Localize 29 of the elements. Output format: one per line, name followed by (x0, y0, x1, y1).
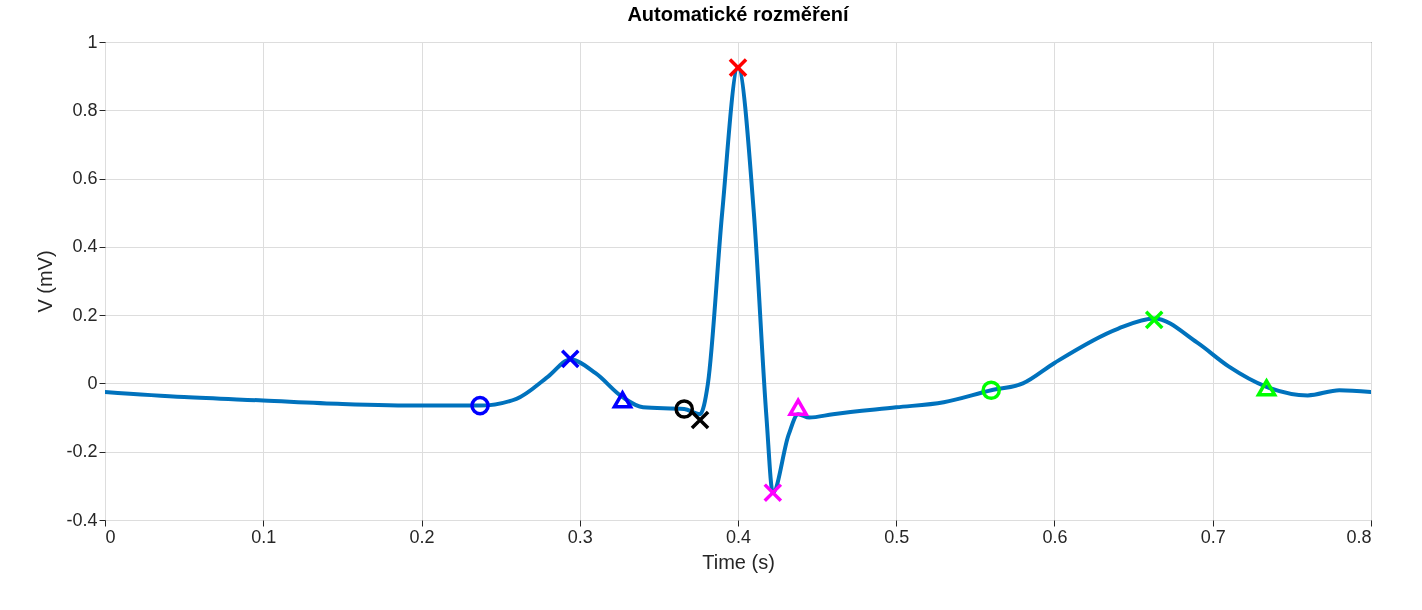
point (470, 395, 490, 416)
y-tick-label: 0.8 (72, 99, 98, 120)
x-tick-label: 0.4 (725, 526, 752, 547)
point (1144, 310, 1165, 330)
x-tick-label: 0.3 (567, 526, 593, 547)
y-tick-label: 0 (87, 372, 98, 393)
y-tick-label: 0.6 (72, 168, 98, 189)
point (763, 482, 783, 503)
y-tick-label: -0.2 (66, 441, 98, 462)
x-tick-label: 0.7 (1200, 526, 1226, 547)
x-tick-label: 0.1 (251, 526, 277, 547)
y-tick-label: 1 (87, 31, 98, 52)
point (612, 391, 633, 409)
point (981, 380, 1002, 401)
x-tick-label: 0.2 (409, 526, 435, 547)
x-tick-label: 0.8 (1346, 526, 1372, 547)
point (560, 349, 581, 369)
chart-title: Automatické rozměření (627, 3, 851, 25)
y-tick-label: 0.4 (72, 236, 98, 257)
point (787, 396, 810, 417)
x-tick-label: 0 (105, 526, 116, 547)
point (1256, 379, 1277, 397)
y-tick-label: -0.4 (66, 509, 98, 530)
y-axis-title: V (mV) (34, 250, 57, 313)
x-tick-label: 0.5 (884, 526, 910, 547)
y-tick-label: 0.2 (72, 304, 98, 325)
point (728, 57, 748, 78)
x-axis-title: Time (s) (702, 550, 775, 573)
x-tick-label: 0.6 (1042, 526, 1068, 547)
